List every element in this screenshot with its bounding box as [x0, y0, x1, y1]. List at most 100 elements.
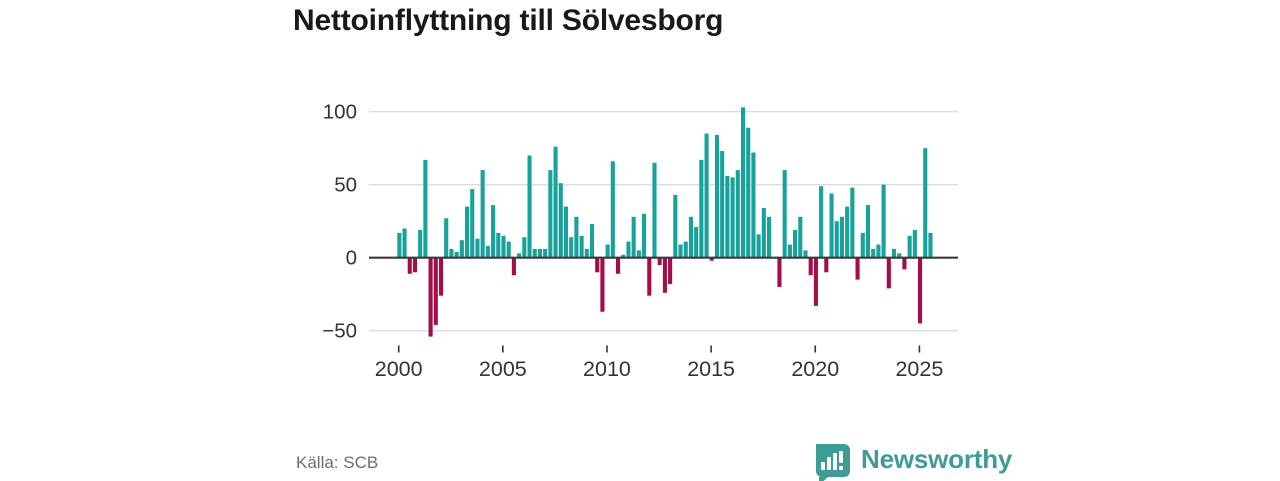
bar-2001-q4 [433, 257, 438, 325]
bar-2019-q2 [798, 216, 803, 258]
bar-2002-q1 [438, 257, 444, 296]
bar-2018-q2 [777, 257, 782, 287]
bar-2010-q2 [610, 161, 615, 258]
bar-2007-q1 [543, 248, 548, 258]
bar-2000-q1 [397, 232, 402, 258]
bar-2004-q1 [480, 170, 485, 258]
bar-2013-q4 [683, 241, 688, 258]
bar-2013-q2 [673, 194, 678, 258]
bar-2021-q1 [834, 221, 839, 258]
bar-2025-q1 [918, 257, 923, 324]
bar-2016-q2 [735, 170, 740, 258]
bar-2014-q2 [694, 227, 699, 258]
bar-2020-q2 [819, 186, 824, 258]
bar-2011-q3 [636, 250, 641, 258]
bar-2006-q1 [522, 237, 527, 258]
x-axis-label-2000: 2000 [375, 357, 423, 381]
bar-2016-q4 [746, 127, 751, 258]
bar-2012-q2 [652, 162, 657, 258]
bar-2021-q3 [845, 206, 850, 258]
bar-2010-q1 [605, 244, 610, 258]
bar-2008-q1 [563, 206, 569, 258]
bar-2014-q1 [688, 216, 693, 258]
bar-2023-q4 [891, 248, 897, 258]
bar-2009-q1 [584, 248, 589, 258]
bar-2014-q3 [699, 159, 704, 258]
source-label: Källa: SCB [296, 453, 379, 472]
bar-2008-q2 [569, 237, 574, 258]
y-axis-label: 100 [323, 101, 357, 124]
bar-2003-q2 [464, 206, 470, 258]
logo-bar-2 [827, 457, 831, 470]
bar-2005-q1 [501, 235, 506, 258]
bar-2022-q2 [860, 232, 865, 258]
bar-2012-q3 [657, 257, 662, 265]
bar-2007-q4 [558, 183, 563, 258]
bar-2010-q3 [615, 257, 621, 274]
bar-2002-q4 [454, 251, 459, 258]
x-axis-label-2005: 2005 [479, 357, 527, 381]
bar-2018-q4 [787, 244, 792, 258]
bar-2015-q4 [725, 175, 730, 258]
page-title: Nettoinflyttning till Sölvesborg [293, 4, 724, 37]
bar-2006-q3 [532, 248, 537, 258]
x-axis-label-2025: 2025 [895, 357, 943, 381]
bar-2024-q2 [902, 257, 907, 270]
bar-2006-q4 [537, 248, 542, 258]
bar-2008-q4 [579, 235, 584, 258]
bar-2015-q2 [714, 135, 720, 258]
bar-2010-q4 [621, 254, 626, 258]
bar-2013-q3 [678, 244, 683, 258]
bar-2014-q4 [704, 133, 709, 258]
brand-name: Newsworthy [861, 443, 1013, 474]
bar-2003-q4 [475, 238, 480, 258]
bar-2004-q3 [491, 205, 496, 258]
bar-2023-q3 [886, 257, 891, 289]
bar-2012-q1 [647, 257, 652, 296]
bar-2017-q2 [756, 234, 761, 258]
bar-2007-q2 [548, 170, 553, 258]
bar-2009-q3 [595, 257, 600, 273]
bar-2006-q2 [527, 155, 532, 258]
bar-2000-q3 [407, 257, 412, 274]
bar-2009-q4 [600, 257, 605, 312]
bar-2020-q4 [829, 193, 834, 258]
bar-2004-q4 [496, 232, 501, 258]
logo-bar-3 [833, 453, 837, 470]
bar-2004-q2 [485, 246, 490, 258]
bar-2005-q3 [511, 257, 516, 276]
bar-2022-q1 [855, 257, 860, 280]
bar-2001-q3 [428, 257, 433, 337]
bar-2009-q2 [589, 224, 595, 258]
bar-2018-q3 [782, 170, 787, 258]
y-axis-label: −50 [322, 320, 357, 343]
y-axis-label: 50 [334, 174, 357, 197]
bar-2001-q2 [423, 159, 428, 258]
bar-2017-q3 [761, 208, 766, 258]
bar-2003-q1 [459, 240, 464, 258]
bar-2025-q2 [923, 148, 928, 258]
bar-2002-q3 [449, 248, 454, 258]
bar-2012-q4 [662, 257, 667, 293]
newsworthy-speech-bubble-bar-chart-icon [816, 444, 850, 481]
bar-2016-q1 [730, 177, 735, 258]
bar-2011-q4 [642, 213, 647, 258]
logo-bar-1 [821, 462, 825, 470]
bar-2007-q3 [553, 146, 558, 258]
bar-2019-q1 [793, 229, 798, 258]
y-axis-label: 0 [346, 247, 357, 270]
bar-2023-q1 [876, 244, 881, 258]
bar-2019-q3 [803, 250, 808, 258]
bar-2005-q4 [517, 253, 522, 258]
logo-exclamation-dot [839, 466, 843, 470]
bar-2017-q4 [767, 216, 772, 258]
bar-2015-q3 [720, 151, 725, 258]
bar-2021-q4 [850, 187, 855, 258]
bar-2020-q3 [824, 257, 829, 273]
newsworthy-brand: Newsworthy [812, 441, 1012, 481]
bar-2024-q4 [912, 229, 917, 258]
bar-2008-q3 [574, 216, 579, 258]
bar-2003-q3 [470, 189, 475, 258]
